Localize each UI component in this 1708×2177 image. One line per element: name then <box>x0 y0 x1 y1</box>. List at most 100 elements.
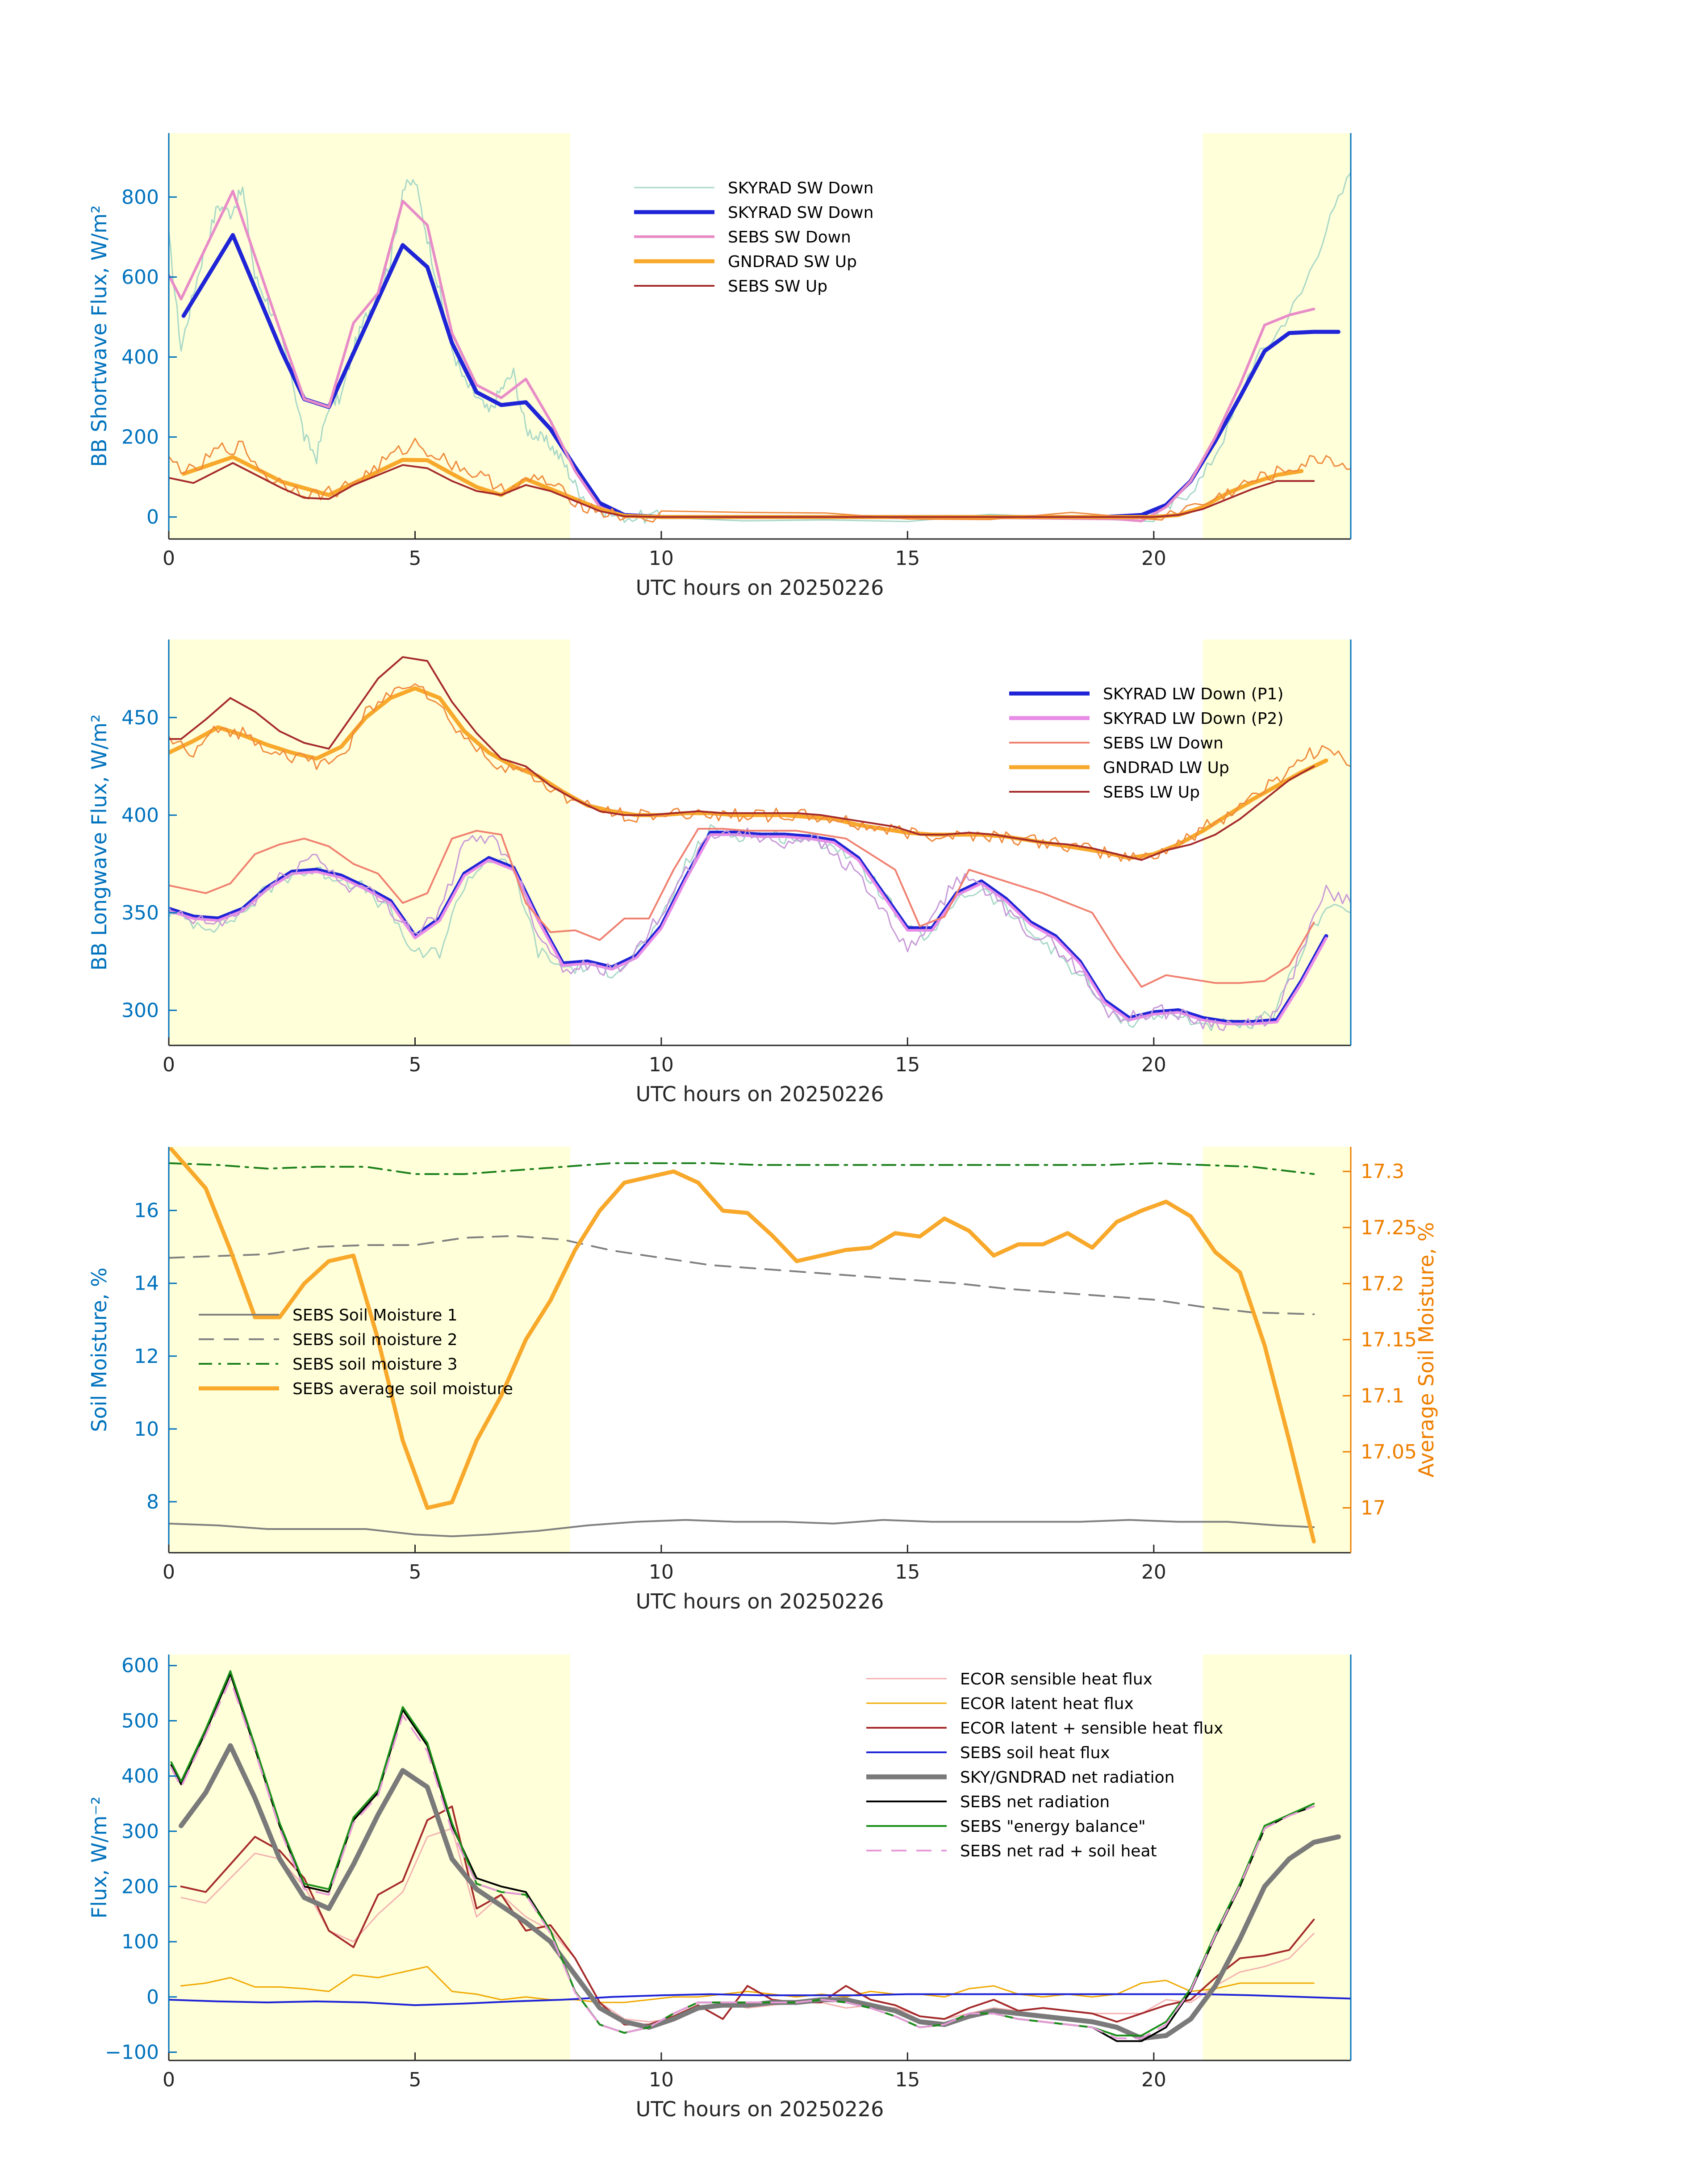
y-right-tick-label: 17.3 <box>1361 1160 1404 1183</box>
series-line <box>169 824 1351 1032</box>
y-tick-label: 300 <box>121 999 159 1022</box>
legend-label: SEBS soil heat flux <box>960 1744 1110 1762</box>
legend-label: ECOR latent heat flux <box>960 1695 1134 1713</box>
series-line <box>169 827 1351 1031</box>
legend-label: SKYRAD LW Down (P2) <box>1103 710 1283 728</box>
legend-label: SEBS SW Up <box>728 277 827 296</box>
y-axis-label: Soil Moisture, % <box>87 1267 111 1432</box>
series-line <box>169 1519 1315 1538</box>
legend-label: SKY/GNDRAD net radiation <box>960 1768 1174 1787</box>
series-line <box>169 833 1328 1025</box>
y-tick-label: 200 <box>121 1875 159 1898</box>
x-tick-label: 5 <box>409 1053 421 1076</box>
y-tick-label: 200 <box>121 426 159 449</box>
series-line <box>170 1678 1315 2039</box>
y-right-axis-label: Average Soil Moisture, % <box>1414 1222 1438 1478</box>
daytime-shading <box>1203 639 1351 1045</box>
series-line <box>169 1147 1316 1544</box>
daytime-shading <box>1203 1655 1351 2060</box>
series-line <box>169 827 1315 988</box>
legend-label: SEBS SW Down <box>728 228 851 247</box>
x-tick-label: 10 <box>649 547 674 570</box>
y-tick-label: 8 <box>146 1491 159 1513</box>
y-tick-label: 400 <box>121 346 159 369</box>
legend-label: SEBS "energy balance" <box>960 1818 1146 1836</box>
y-right-tick-label: 17.1 <box>1361 1384 1404 1407</box>
y-tick-label: 16 <box>134 1199 159 1222</box>
x-tick-label: 15 <box>895 2068 920 2091</box>
y-tick-label: 0 <box>146 506 159 529</box>
y-right-tick-label: 17.15 <box>1361 1329 1417 1351</box>
x-axis-label: UTC hours on 20250226 <box>636 1082 884 1106</box>
series-line <box>169 1235 1315 1315</box>
y-axis-label: BB Shortwave Flux, W/m² <box>87 205 111 467</box>
series-line <box>180 1966 1315 2003</box>
y-tick-label: 800 <box>121 186 159 209</box>
panel-longwave: 0 5 10 15 20 300 350 400 450 UTC hours on 2025022… <box>87 639 1352 1106</box>
plot-area <box>169 656 1351 1032</box>
y-tick-label: 12 <box>134 1345 159 1368</box>
y-tick-label: 600 <box>121 1655 159 1677</box>
legend-label: SKYRAD SW Down <box>728 179 873 197</box>
legend-label: SEBS net rad + soil heat <box>960 1842 1157 1860</box>
x-tick-label: 10 <box>649 1053 674 1076</box>
y-tick-label: 14 <box>134 1272 159 1295</box>
y-right-tick-label: 17.05 <box>1361 1441 1417 1463</box>
y-tick-label: 450 <box>121 706 159 729</box>
legend-label: SKYRAD SW Down <box>728 204 873 222</box>
x-tick-label: 20 <box>1141 2068 1166 2091</box>
legend: SEBS Soil Moisture 1 SEBS soil moisture 2… <box>199 1306 513 1398</box>
y-right-tick-label: 17 <box>1361 1497 1386 1520</box>
legend-label: GNDRAD SW Up <box>728 253 857 271</box>
y-tick-label: 400 <box>121 804 159 827</box>
plot-area <box>169 1670 1351 2042</box>
x-tick-label: 20 <box>1141 1561 1166 1584</box>
x-axis-label: UTC hours on 20250226 <box>636 576 884 600</box>
series-line <box>169 1993 1351 2006</box>
y-axis-label: Flux, W/m⁻² <box>87 1797 111 1918</box>
legend-label: SEBS soil moisture 3 <box>292 1355 457 1374</box>
daytime-shading <box>1203 133 1351 539</box>
x-tick-label: 5 <box>409 547 421 570</box>
series-line <box>169 438 1351 523</box>
legend-label: SEBS soil moisture 2 <box>292 1331 457 1349</box>
series-line <box>169 462 1315 518</box>
y-tick-label: 600 <box>121 266 159 288</box>
series-line <box>180 1805 1315 2026</box>
x-tick-label: 10 <box>649 1561 674 1584</box>
y-tick-label: 350 <box>121 902 159 924</box>
x-tick-label: 5 <box>409 1561 421 1584</box>
legend-label: SEBS LW Down <box>1103 734 1224 752</box>
series-line <box>169 656 1315 861</box>
x-tick-label: 20 <box>1141 1053 1166 1076</box>
x-tick-label: 0 <box>163 547 175 570</box>
series-line <box>169 683 1351 862</box>
y-tick-label: 500 <box>121 1709 159 1732</box>
x-tick-label: 0 <box>163 2068 175 2091</box>
y-tick-label: 400 <box>121 1765 159 1788</box>
x-tick-label: 20 <box>1141 547 1166 570</box>
legend: ECOR sensible heat flux ECOR latent heat … <box>866 1670 1223 1860</box>
y-tick-label: 300 <box>121 1820 159 1843</box>
series-line <box>180 1828 1315 2022</box>
x-axis-label: UTC hours on 20250226 <box>636 1589 884 1613</box>
legend-label: SEBS average soil moisture <box>292 1380 513 1398</box>
plot-area <box>169 1147 1316 1544</box>
y-right-tick-label: 17.2 <box>1361 1272 1404 1295</box>
legend-label: SKYRAD LW Down (P1) <box>1103 685 1283 703</box>
legend: SKYRAD SW Down SKYRAD SW Down SEBS SW Down… <box>634 179 873 296</box>
legend-label: ECOR latent + sensible heat flux <box>960 1719 1223 1738</box>
y-axis-label: BB Longwave Flux, W/m² <box>87 714 111 970</box>
legend-label: ECOR sensible heat flux <box>960 1670 1153 1688</box>
legend: SKYRAD LW Down (P1) SKYRAD LW Down (P2) SE… <box>1009 685 1283 802</box>
legend-label: SEBS net radiation <box>960 1793 1110 1811</box>
y-tick-label: 10 <box>134 1418 159 1441</box>
daytime-shading <box>169 1655 570 2060</box>
daytime-shading <box>169 1147 570 1553</box>
x-tick-label: 10 <box>649 2068 674 2091</box>
y-tick-label: 100 <box>121 1930 159 1953</box>
plot-area <box>169 172 1351 524</box>
x-tick-label: 5 <box>409 2068 421 2091</box>
